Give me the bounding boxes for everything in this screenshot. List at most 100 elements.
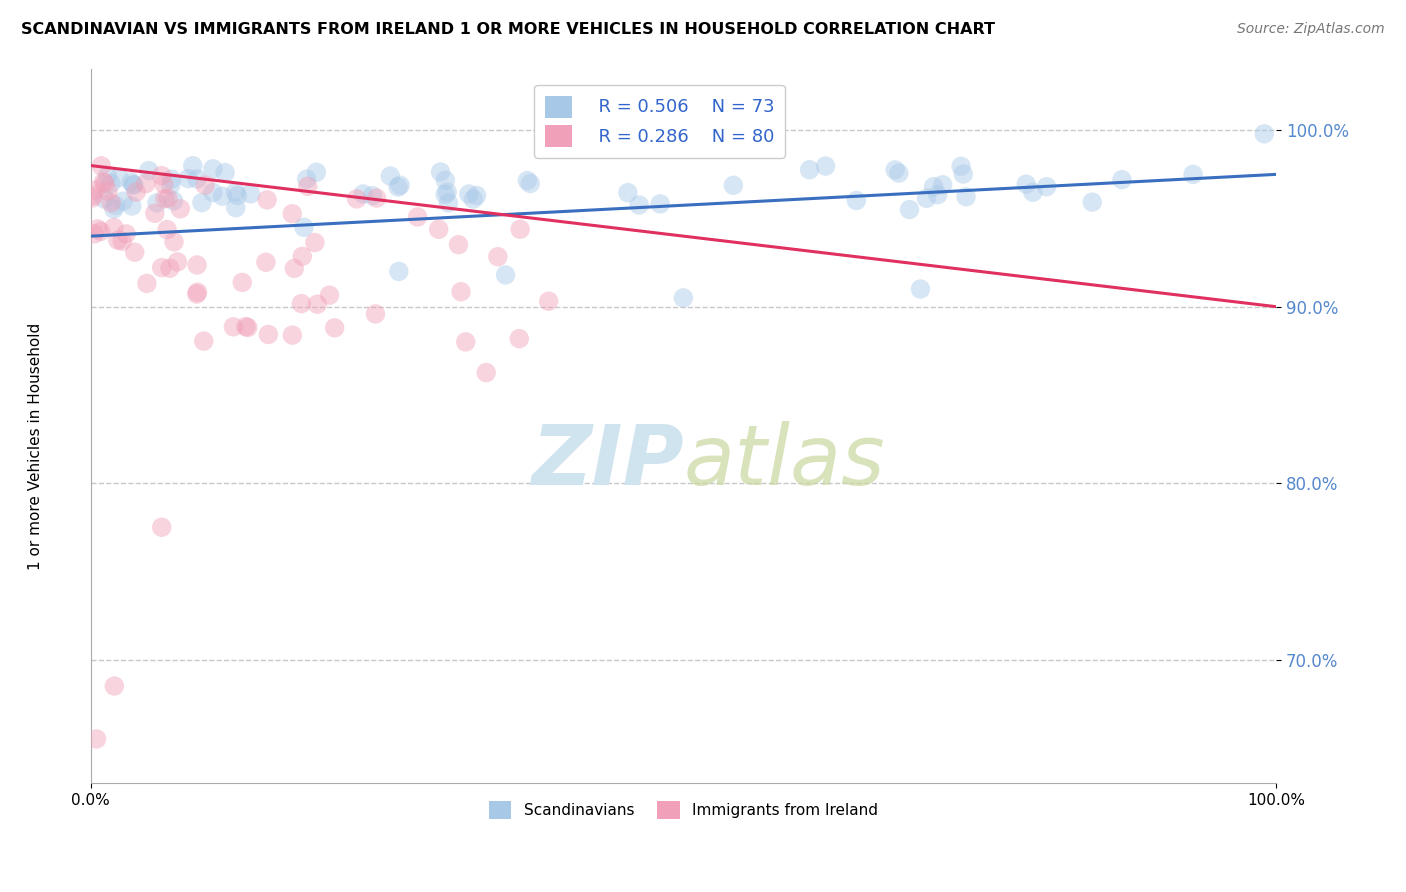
Point	[617, 186, 640, 200]
Point	[387, 180, 409, 194]
Point	[124, 245, 146, 260]
Point	[84, 183, 107, 197]
Point	[93, 192, 115, 206]
Point	[201, 186, 224, 200]
Point	[150, 169, 173, 183]
Point	[256, 193, 278, 207]
Point	[537, 294, 560, 309]
Point	[463, 192, 485, 206]
Point	[94, 177, 117, 191]
Point	[211, 189, 233, 203]
Point	[138, 163, 160, 178]
Point	[193, 334, 215, 348]
Point	[427, 222, 450, 236]
Point	[257, 327, 280, 342]
Point	[845, 194, 868, 208]
Point	[181, 159, 204, 173]
Point	[305, 165, 328, 179]
Point	[236, 320, 259, 334]
Point	[723, 178, 745, 193]
Point	[83, 227, 105, 241]
Point	[361, 188, 384, 202]
Point	[103, 202, 125, 216]
Point	[112, 194, 135, 208]
Text: Source: ZipAtlas.com: Source: ZipAtlas.com	[1237, 22, 1385, 37]
Point	[292, 220, 315, 235]
Point	[135, 277, 157, 291]
Point	[166, 255, 188, 269]
Point	[111, 234, 134, 248]
Point	[516, 173, 538, 187]
Point	[910, 282, 932, 296]
Point	[153, 177, 176, 191]
Point	[887, 166, 910, 180]
Point	[1035, 179, 1057, 194]
Point	[100, 177, 122, 191]
Point	[1022, 186, 1045, 200]
Point	[364, 307, 387, 321]
Point	[508, 332, 530, 346]
Point	[254, 255, 277, 269]
Point	[1253, 127, 1275, 141]
Point	[672, 291, 695, 305]
Point	[162, 194, 184, 208]
Point	[100, 195, 122, 210]
Point	[225, 201, 247, 215]
Point	[177, 171, 200, 186]
Point	[146, 195, 169, 210]
Point	[186, 172, 208, 186]
Point	[186, 258, 208, 272]
Point	[222, 319, 245, 334]
Point	[143, 206, 166, 220]
Point	[90, 224, 112, 238]
Point	[628, 198, 651, 212]
Point	[927, 187, 949, 202]
Legend: Scandinavians, Immigrants from Ireland: Scandinavians, Immigrants from Ireland	[482, 795, 884, 825]
Text: 1 or more Vehicles in Household: 1 or more Vehicles in Household	[28, 322, 42, 570]
Point	[650, 197, 672, 211]
Point	[156, 191, 179, 205]
Point	[915, 191, 938, 205]
Point	[82, 188, 104, 202]
Point	[225, 185, 247, 199]
Point	[281, 207, 304, 221]
Point	[159, 178, 181, 193]
Point	[194, 178, 217, 192]
Point	[82, 191, 104, 205]
Point	[1182, 167, 1205, 181]
Point	[291, 249, 314, 263]
Point	[495, 268, 517, 282]
Point	[447, 237, 470, 252]
Point	[104, 198, 127, 212]
Point	[898, 202, 921, 217]
Point	[450, 285, 472, 299]
Point	[156, 222, 179, 236]
Point	[159, 261, 181, 276]
Point	[150, 260, 173, 275]
Point	[922, 179, 945, 194]
Point	[135, 177, 157, 191]
Point	[519, 177, 541, 191]
Point	[186, 287, 208, 301]
Point	[115, 227, 138, 241]
Point	[318, 288, 340, 302]
Point	[86, 731, 108, 746]
Point	[1081, 195, 1104, 210]
Point	[434, 187, 457, 202]
Point	[814, 159, 837, 173]
Point	[950, 159, 973, 173]
Text: atlas: atlas	[683, 421, 884, 502]
Point	[388, 264, 411, 278]
Point	[93, 175, 115, 189]
Text: ZIP: ZIP	[530, 421, 683, 502]
Point	[475, 366, 498, 380]
Point	[121, 199, 143, 213]
Point	[366, 191, 388, 205]
Point	[1015, 177, 1038, 191]
Point	[952, 167, 974, 181]
Point	[226, 188, 249, 202]
Point	[201, 161, 224, 176]
Point	[436, 185, 458, 199]
Point	[163, 235, 186, 249]
Point	[799, 162, 821, 177]
